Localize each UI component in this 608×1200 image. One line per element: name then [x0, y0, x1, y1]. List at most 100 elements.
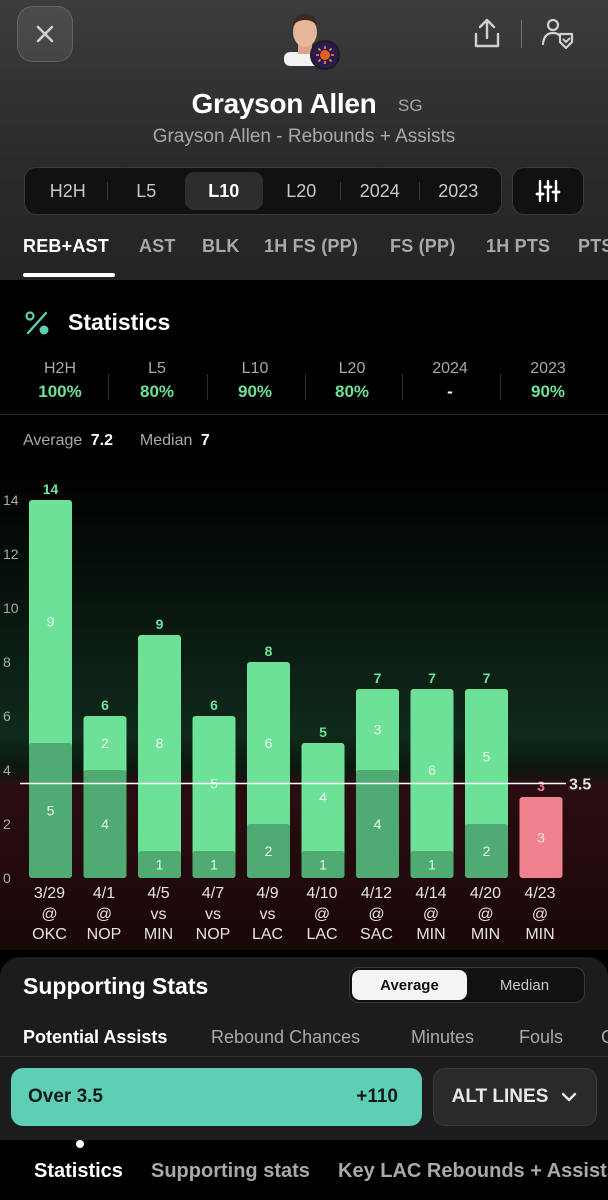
bar-total	[138, 635, 181, 878]
nav-key-matchup[interactable]: Key LAC Rebounds + Assists	[338, 1160, 608, 1182]
bar-segment-label: 1	[319, 857, 327, 873]
percent-icon	[25, 311, 49, 335]
nav-statistics[interactable]: Statistics	[34, 1160, 123, 1182]
tab-1h-pts[interactable]: 1H PTS	[486, 236, 551, 256]
range-selector: H2H L5 L10 L20 2024 2023	[24, 167, 502, 215]
x-tick-venue: vs	[151, 906, 167, 923]
tab-pts[interactable]: PTS	[578, 236, 608, 256]
hit-rate-value: 100%	[38, 382, 82, 401]
x-tick-opponent: SAC	[360, 926, 393, 943]
hit-rate-2023: 2023 90%	[500, 360, 596, 402]
tab-ast[interactable]: AST	[139, 236, 176, 256]
x-tick-venue: @	[96, 906, 112, 923]
bar-segment-label: 4	[319, 789, 327, 805]
statistics-title: Statistics	[68, 309, 171, 335]
over-bet-button[interactable]: Over 3.5 +110	[11, 1068, 422, 1126]
close-icon	[36, 25, 54, 43]
bar-segment-bottom	[247, 824, 290, 878]
hit-rate-l10: L10 90%	[207, 360, 303, 402]
range-option-h2h[interactable]: H2H	[49, 180, 86, 201]
section-divider	[0, 414, 608, 415]
median-value: 7	[200, 432, 210, 449]
x-tick-opponent: OKC	[32, 926, 67, 943]
bar-segment-label: 5	[483, 749, 491, 765]
bar-segment-label: 4	[101, 816, 109, 832]
nav-supporting-stats[interactable]: Supporting stats	[151, 1160, 310, 1182]
average-median-row: Average 7.2 Median 7	[23, 432, 210, 450]
close-button[interactable]	[17, 6, 73, 62]
x-tick-date: 4/10	[306, 885, 337, 902]
bar-total-label: 14	[43, 481, 59, 497]
range-option-2023[interactable]: 2023	[438, 180, 479, 201]
range-option-l5[interactable]: L5	[136, 180, 157, 201]
alt-lines-button[interactable]: ALT LINES	[433, 1068, 597, 1126]
hit-rate-label: L10	[241, 360, 269, 377]
x-tick-date: 4/7	[202, 885, 224, 902]
hit-rate-separator	[500, 374, 501, 400]
bar-segment-label: 2	[101, 735, 109, 751]
bar-segment-bottom	[301, 851, 345, 878]
x-tick-venue: @	[423, 906, 439, 923]
x-tick-date: 4/1	[93, 885, 115, 902]
hit-rate-separator	[402, 374, 403, 400]
bet-action-bar: Over 3.5 +110 ALT LINES	[0, 1056, 608, 1140]
sliders-icon	[535, 179, 561, 203]
support-tab-rebound-chances[interactable]: Rebound Chances	[211, 1027, 361, 1047]
follow-player-button[interactable]	[538, 14, 578, 54]
bar-segment-label: 3	[374, 722, 382, 738]
bar-segment-bottom	[465, 824, 508, 878]
hit-rate-label: L20	[338, 360, 366, 377]
y-tick-label: 10	[3, 600, 19, 616]
share-button[interactable]	[468, 14, 506, 54]
bar-segment-label: 4	[374, 816, 382, 832]
x-tick-venue: @	[532, 906, 548, 923]
support-tab-fouls[interactable]: Fouls	[519, 1027, 564, 1047]
bar-segment-bottom	[138, 851, 181, 878]
bar-segment-label: 6	[428, 762, 436, 778]
x-tick-venue: vs	[205, 906, 221, 923]
hit-rate-label: 2023	[530, 360, 566, 377]
toggle-median[interactable]: Median	[499, 976, 550, 994]
y-tick-label: 6	[3, 708, 11, 724]
tab-reb-ast[interactable]: REB+AST	[23, 236, 109, 256]
y-tick-label: 14	[3, 492, 19, 508]
hit-rate-separator	[108, 374, 109, 400]
chevron-down-icon	[562, 1092, 577, 1102]
y-tick-label: 8	[3, 654, 11, 670]
tab-1h-fs-pp[interactable]: 1H FS (PP)	[264, 236, 359, 256]
market-subtitle: Grayson Allen - Rebounds + Assists	[152, 126, 456, 147]
bar-segment-bottom	[356, 770, 399, 878]
bar-total-label: 7	[428, 670, 436, 686]
range-option-2024[interactable]: 2024	[359, 180, 400, 201]
hit-rate-value: 80%	[139, 382, 175, 401]
bar-segment-label: 1	[156, 857, 164, 873]
bar-segment-bottom	[410, 851, 454, 878]
hit-rate-label: 2024	[432, 360, 468, 377]
hit-rate-2024: 2024 -	[402, 360, 498, 402]
bar-total	[301, 743, 345, 878]
range-option-l20[interactable]: L20	[286, 180, 317, 201]
toggle-average[interactable]: Average	[352, 970, 467, 1000]
filter-button[interactable]	[512, 167, 584, 215]
bottom-nav: Statistics Supporting stats Key LAC Rebo…	[0, 1140, 608, 1200]
bar-segment-label: 2	[265, 843, 273, 859]
tab-fs-pp[interactable]: FS (PP)	[390, 236, 456, 256]
bar-segment-label: 5	[47, 803, 55, 819]
tab-blk[interactable]: BLK	[202, 236, 240, 256]
supporting-stats-title: Supporting Stats	[23, 973, 209, 999]
hit-rate-h2h: H2H 100%	[12, 360, 108, 402]
alt-lines-label: ALT LINES	[451, 1086, 549, 1107]
average-value: 7.2	[90, 432, 114, 449]
hit-rate-value: 80%	[334, 382, 370, 401]
bar-total-label: 7	[374, 670, 382, 686]
bar-segment-bottom	[83, 770, 127, 878]
x-tick-date: 4/9	[256, 885, 278, 902]
x-tick-opponent: LAC	[306, 926, 337, 943]
hit-rate-value: -	[447, 382, 453, 401]
x-tick-opponent: NOP	[87, 926, 122, 943]
support-tab-peek[interactable]: G	[601, 1027, 608, 1048]
range-option-l10[interactable]: L10	[185, 172, 263, 210]
support-tab-minutes[interactable]: Minutes	[411, 1027, 475, 1047]
bar-total-label: 5	[319, 724, 327, 740]
support-tab-potential-assists[interactable]: Potential Assists	[23, 1027, 168, 1047]
